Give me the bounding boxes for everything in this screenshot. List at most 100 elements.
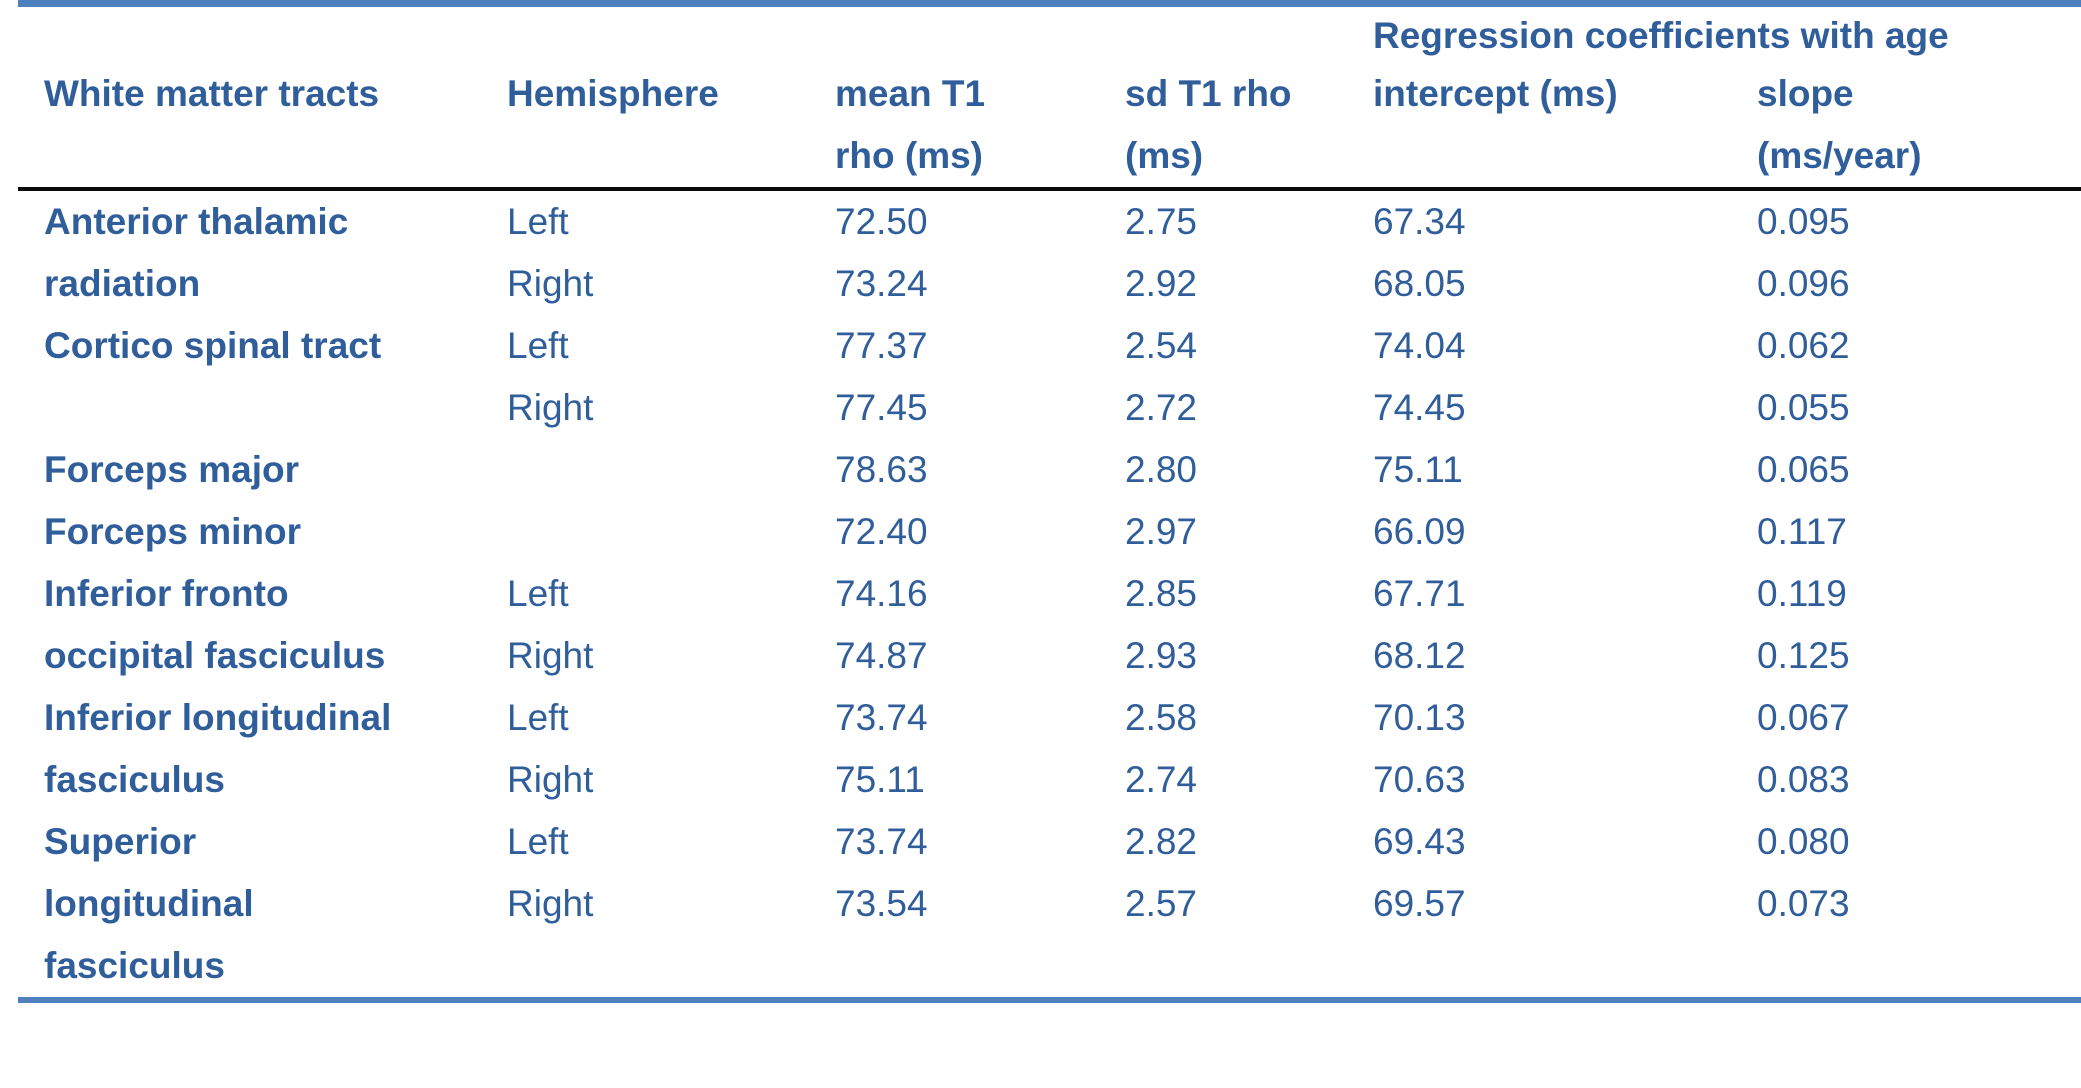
- mean-t1-rho-cell: [835, 935, 1125, 997]
- intercept-cell: 70.63: [1373, 759, 1466, 800]
- hemisphere-cell: [507, 439, 835, 501]
- hemisphere-cell: Right: [507, 387, 594, 428]
- sd-t1-rho-cell: 2.82: [1125, 821, 1198, 862]
- sd-t1-rho-cell: 2.57: [1125, 883, 1198, 924]
- sd-t1-rho-cell: 2.92: [1125, 263, 1198, 304]
- intercept-cell: 75.11: [1373, 449, 1463, 490]
- hemisphere-cell: Right: [507, 883, 594, 924]
- mean-t1-rho-cell: 73.24: [835, 263, 928, 304]
- sd-t1-rho-cell: 2.74: [1125, 759, 1198, 800]
- tract-name-cell: Forceps minor: [44, 511, 301, 552]
- column-header-hemisphere: Hemisphere: [507, 73, 719, 114]
- mean-t1-rho-cell: 78.63: [835, 449, 928, 490]
- sd-t1-rho-cell: 2.75: [1125, 201, 1198, 242]
- tract-name-cell: Cortico spinal tract: [44, 325, 382, 366]
- table-row: Right 77.45 2.72 74.45 0.055: [18, 377, 2081, 439]
- table-row: radiation Right 73.24 2.92 68.05 0.096: [18, 253, 2081, 315]
- mean-t1-rho-cell: 74.16: [835, 573, 928, 614]
- tract-name-cell: longitudinal: [44, 883, 254, 924]
- hemisphere-cell: Left: [507, 573, 569, 614]
- sd-t1-rho-cell: 2.97: [1125, 511, 1198, 552]
- tract-name-cell: Anterior thalamic: [44, 201, 349, 242]
- hemisphere-cell: Right: [507, 759, 594, 800]
- tract-name-cell: Superior: [44, 821, 197, 862]
- sd-t1-rho-cell: 2.54: [1125, 325, 1198, 366]
- intercept-cell: 74.04: [1373, 325, 1466, 366]
- sd-t1-rho-cell: [1125, 935, 1373, 997]
- tract-name-cell: occipital fasciculus: [44, 635, 386, 676]
- intercept-cell: 66.09: [1373, 511, 1466, 552]
- hemisphere-cell: Left: [507, 201, 569, 242]
- slope-cell: 0.095: [1757, 201, 1850, 242]
- column-header-tract: White matter tracts: [44, 73, 380, 114]
- slope-cell: 0.067: [1757, 697, 1850, 738]
- slope-cell: 0.083: [1757, 759, 1850, 800]
- intercept-cell: 70.13: [1373, 697, 1466, 738]
- slope-cell: 0.125: [1757, 635, 1850, 676]
- hemisphere-cell: Left: [507, 821, 569, 862]
- mean-t1-rho-cell: 74.87: [835, 635, 928, 676]
- group-header-row: Regression coefficients with age: [18, 9, 2081, 63]
- sd-t1-rho-cell: 2.72: [1125, 387, 1198, 428]
- mean-t1-rho-cell: 77.45: [835, 387, 928, 428]
- tract-name-cell: fasciculus: [44, 945, 225, 986]
- table-bottom-rule: [18, 997, 2081, 1003]
- column-header-slope: slope (ms/year): [1757, 73, 1922, 176]
- tract-name-cell: Forceps major: [44, 449, 299, 490]
- hemisphere-cell: [507, 501, 835, 563]
- slope-cell: 0.073: [1757, 883, 1850, 924]
- hemisphere-cell: Left: [507, 325, 569, 366]
- mean-t1-rho-cell: 77.37: [835, 325, 928, 366]
- intercept-cell: 69.43: [1373, 821, 1466, 862]
- hemisphere-cell: Left: [507, 697, 569, 738]
- slope-cell: 0.065: [1757, 449, 1850, 490]
- table-row: occipital fasciculus Right 74.87 2.93 68.12 0…: [18, 625, 2081, 687]
- sd-t1-rho-cell: 2.80: [1125, 449, 1198, 490]
- mean-t1-rho-cell: 75.11: [835, 759, 925, 800]
- intercept-cell: 67.71: [1373, 573, 1466, 614]
- slope-cell: [1757, 935, 2081, 997]
- intercept-cell: 67.34: [1373, 201, 1466, 242]
- hemisphere-cell: Right: [507, 635, 594, 676]
- intercept-cell: 68.12: [1373, 635, 1466, 676]
- table-top-accent-bar: [18, 0, 2081, 7]
- table-row: Forceps major 78.63 2.80 75.11 0.065: [18, 439, 2081, 501]
- tract-name-cell: fasciculus: [44, 759, 225, 800]
- table-row: Forceps minor 72.40 2.97 66.09 0.117: [18, 501, 2081, 563]
- table-row: Inferior longitudinal Left 73.74 2.58 70.13 0…: [18, 687, 2081, 749]
- mean-t1-rho-cell: 72.40: [835, 511, 928, 552]
- data-table: Regression coefficients with age White m…: [18, 0, 2081, 1003]
- mean-t1-rho-cell: 73.74: [835, 821, 928, 862]
- sd-t1-rho-cell: 2.85: [1125, 573, 1198, 614]
- column-header-row: White matter tracts Hemisphere mean T1 rho …: [18, 63, 2081, 187]
- mean-t1-rho-cell: 73.74: [835, 697, 928, 738]
- column-header-sd-t1-rho: sd T1 rho (ms): [1125, 73, 1292, 176]
- sd-t1-rho-cell: 2.58: [1125, 697, 1198, 738]
- table-row: fasciculus Right 75.11 2.74 70.63 0.083: [18, 749, 2081, 811]
- table-row: longitudinal Right 73.54 2.57 69.57 0.073: [18, 873, 2081, 935]
- intercept-cell: 69.57: [1373, 883, 1466, 924]
- mean-t1-rho-cell: 72.50: [835, 201, 928, 242]
- tract-name-cell: Inferior longitudinal: [44, 697, 392, 738]
- slope-cell: 0.117: [1757, 511, 1847, 552]
- tract-name-cell: Inferior fronto: [44, 573, 289, 614]
- slope-cell: 0.119: [1757, 573, 1847, 614]
- column-header-intercept: intercept (ms): [1373, 73, 1618, 114]
- slope-cell: 0.062: [1757, 325, 1850, 366]
- intercept-cell: 74.45: [1373, 387, 1466, 428]
- slope-cell: 0.096: [1757, 263, 1850, 304]
- slope-cell: 0.055: [1757, 387, 1850, 428]
- intercept-cell: [1373, 935, 1757, 997]
- mean-t1-rho-cell: 73.54: [835, 883, 928, 924]
- table-body: Anterior thalamic Left 72.50 2.75 67.34 0.095…: [18, 191, 2081, 997]
- header-divider-rule: [18, 187, 2081, 191]
- table-row: fasciculus: [18, 935, 2081, 997]
- table-header: Regression coefficients with age White m…: [18, 7, 2081, 187]
- hemisphere-cell: Right: [507, 263, 594, 304]
- table-row: Inferior fronto Left 74.16 2.85 67.71 0.119: [18, 563, 2081, 625]
- tract-name-cell: radiation: [44, 263, 201, 304]
- table-row: Anterior thalamic Left 72.50 2.75 67.34 0.095: [18, 191, 2081, 253]
- table-row: Cortico spinal tract Left 77.37 2.54 74.04 0.…: [18, 315, 2081, 377]
- group-header-regression-coefficients: Regression coefficients with age: [1373, 15, 1949, 56]
